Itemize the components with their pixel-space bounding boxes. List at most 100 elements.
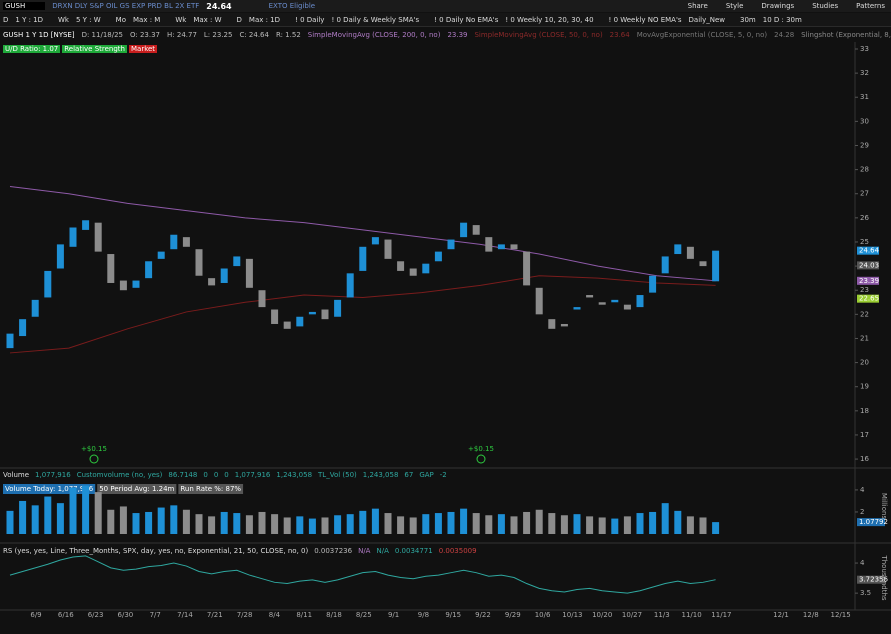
- candle: [245, 258, 253, 288]
- y-tick-label: 18: [860, 407, 869, 415]
- x-tick-label: 9/15: [445, 611, 461, 619]
- header-item: H: 24.77: [167, 30, 197, 39]
- candle: [258, 290, 266, 308]
- volume-bar: [346, 514, 354, 534]
- x-tick-label: 11/17: [711, 611, 731, 619]
- rs-header: 0.0037236: [314, 547, 352, 555]
- preset[interactable]: 5 Y : W: [75, 15, 101, 24]
- volume-header: 67: [404, 471, 413, 479]
- annotation-icon: [476, 454, 486, 464]
- preset[interactable]: Daily_New: [688, 15, 726, 24]
- candle: [611, 299, 619, 303]
- y-tick-label: 20: [860, 359, 869, 367]
- preset[interactable]: 10 D : 30m: [762, 15, 802, 24]
- candle: [346, 273, 354, 298]
- preset[interactable]: Max : W: [193, 15, 222, 24]
- volume-header: 1,077,916: [235, 471, 271, 479]
- x-tick-label: 11/3: [654, 611, 670, 619]
- toolbar-button[interactable]: Drawings: [761, 2, 795, 10]
- volume-bar: [598, 517, 606, 534]
- preset[interactable]: 30m: [740, 15, 756, 24]
- header-item: SimpleMovingAvg (CLOSE, 50, 0, no): [474, 30, 603, 39]
- preset[interactable]: ! 0 Daily No EMA's: [434, 15, 499, 24]
- candle: [359, 246, 367, 271]
- rs-header: RS (yes, yes, Line, Three_Months, SPX, d…: [3, 547, 308, 555]
- candle: [460, 222, 468, 238]
- x-tick-label: 7/21: [207, 611, 223, 619]
- x-tick-label: 8/18: [326, 611, 342, 619]
- price-label: 22.65: [859, 295, 879, 303]
- volume-header: 1,243,058: [276, 471, 312, 479]
- preset[interactable]: ! 0 Daily: [295, 15, 325, 24]
- volume-bar: [19, 500, 27, 534]
- volume-header: TL_Vol (50): [317, 471, 357, 479]
- volume-header: 86.7148: [168, 471, 197, 479]
- header-item: 23.64: [609, 30, 630, 39]
- x-tick-label: 6/30: [118, 611, 134, 619]
- x-tick-label: 10/27: [622, 611, 642, 619]
- preset[interactable]: D: [3, 15, 9, 24]
- preset[interactable]: Mo: [115, 15, 126, 24]
- preset[interactable]: D: [236, 15, 242, 24]
- y-tick-label: 29: [860, 141, 869, 149]
- y-tick-label: 32: [860, 69, 869, 77]
- volume-header: 0: [214, 471, 218, 479]
- candle: [586, 295, 594, 298]
- preset[interactable]: ! 0 Weekly 10, 20, 30, 40: [505, 15, 594, 24]
- volume-bar: [296, 516, 304, 534]
- y-tick-label: 23: [860, 286, 869, 294]
- volume-stat: Volume Today: 1,077,916: [5, 485, 94, 493]
- volume-bar: [447, 511, 455, 534]
- candle: [94, 222, 102, 252]
- volume-bar: [220, 511, 228, 534]
- header-item: SimpleMovingAvg (CLOSE, 200, 0, no): [307, 30, 441, 39]
- x-tick-label: 11/10: [682, 611, 702, 619]
- candle: [560, 323, 568, 327]
- candle: [409, 268, 417, 276]
- preset[interactable]: ! 0 Weekly NO EMA's: [608, 15, 682, 24]
- volume-bar: [157, 507, 165, 534]
- candle: [195, 249, 203, 276]
- header-item: MovAvgExponential (CLOSE, 5, 0, no): [636, 30, 768, 39]
- candle: [485, 237, 493, 252]
- stat-bg: [3, 484, 96, 494]
- price-label: 24.03: [859, 261, 879, 269]
- volume-bar: [422, 514, 430, 534]
- volume-bar: [611, 518, 619, 534]
- y-tick-label: 4: [860, 559, 865, 567]
- volume-header: 1,077,916: [35, 471, 71, 479]
- y-tick-label: 26: [860, 214, 869, 222]
- y-tick-label: 21: [860, 334, 869, 342]
- preset[interactable]: Max : M: [133, 15, 161, 24]
- symbol-input[interactable]: GUSH: [3, 2, 46, 10]
- toolbar-button[interactable]: Patterns: [856, 2, 885, 10]
- x-tick-label: 9/29: [505, 611, 521, 619]
- volume-bar: [82, 485, 90, 534]
- preset[interactable]: 1 Y : 1D: [15, 15, 43, 24]
- candle: [497, 244, 505, 250]
- volume-stat: Run Rate %: 87%: [180, 485, 241, 493]
- volume-bar: [623, 516, 631, 534]
- volume-header: 1,243,058: [363, 471, 399, 479]
- volume-bar: [334, 515, 342, 534]
- volume-bar: [649, 511, 657, 534]
- volume-bar: [409, 517, 417, 534]
- toolbar-button[interactable]: Style: [725, 2, 744, 10]
- volume-bar: [636, 513, 644, 534]
- header-item: 23.39: [447, 30, 468, 39]
- toolbar-button[interactable]: Share: [687, 2, 708, 10]
- x-tick-label: 12/15: [831, 611, 851, 619]
- preset[interactable]: Max : 1D: [248, 15, 281, 24]
- annotation: +$0.15: [81, 445, 107, 453]
- preset[interactable]: ! 0 Daily & Weekly SMA's: [331, 15, 420, 24]
- preset[interactable]: Wk: [175, 15, 187, 24]
- x-tick-label: 7/7: [150, 611, 161, 619]
- toolbar-button[interactable]: Studies: [812, 2, 839, 10]
- preset[interactable]: Wk: [58, 15, 69, 24]
- volume-bar: [586, 516, 594, 534]
- candle: [132, 280, 140, 288]
- volume-bar: [271, 514, 279, 534]
- x-tick-label: 9/22: [475, 611, 491, 619]
- volume-header: 0: [203, 471, 207, 479]
- button-group: Share Style Drawings Studies Patterns: [688, 2, 891, 10]
